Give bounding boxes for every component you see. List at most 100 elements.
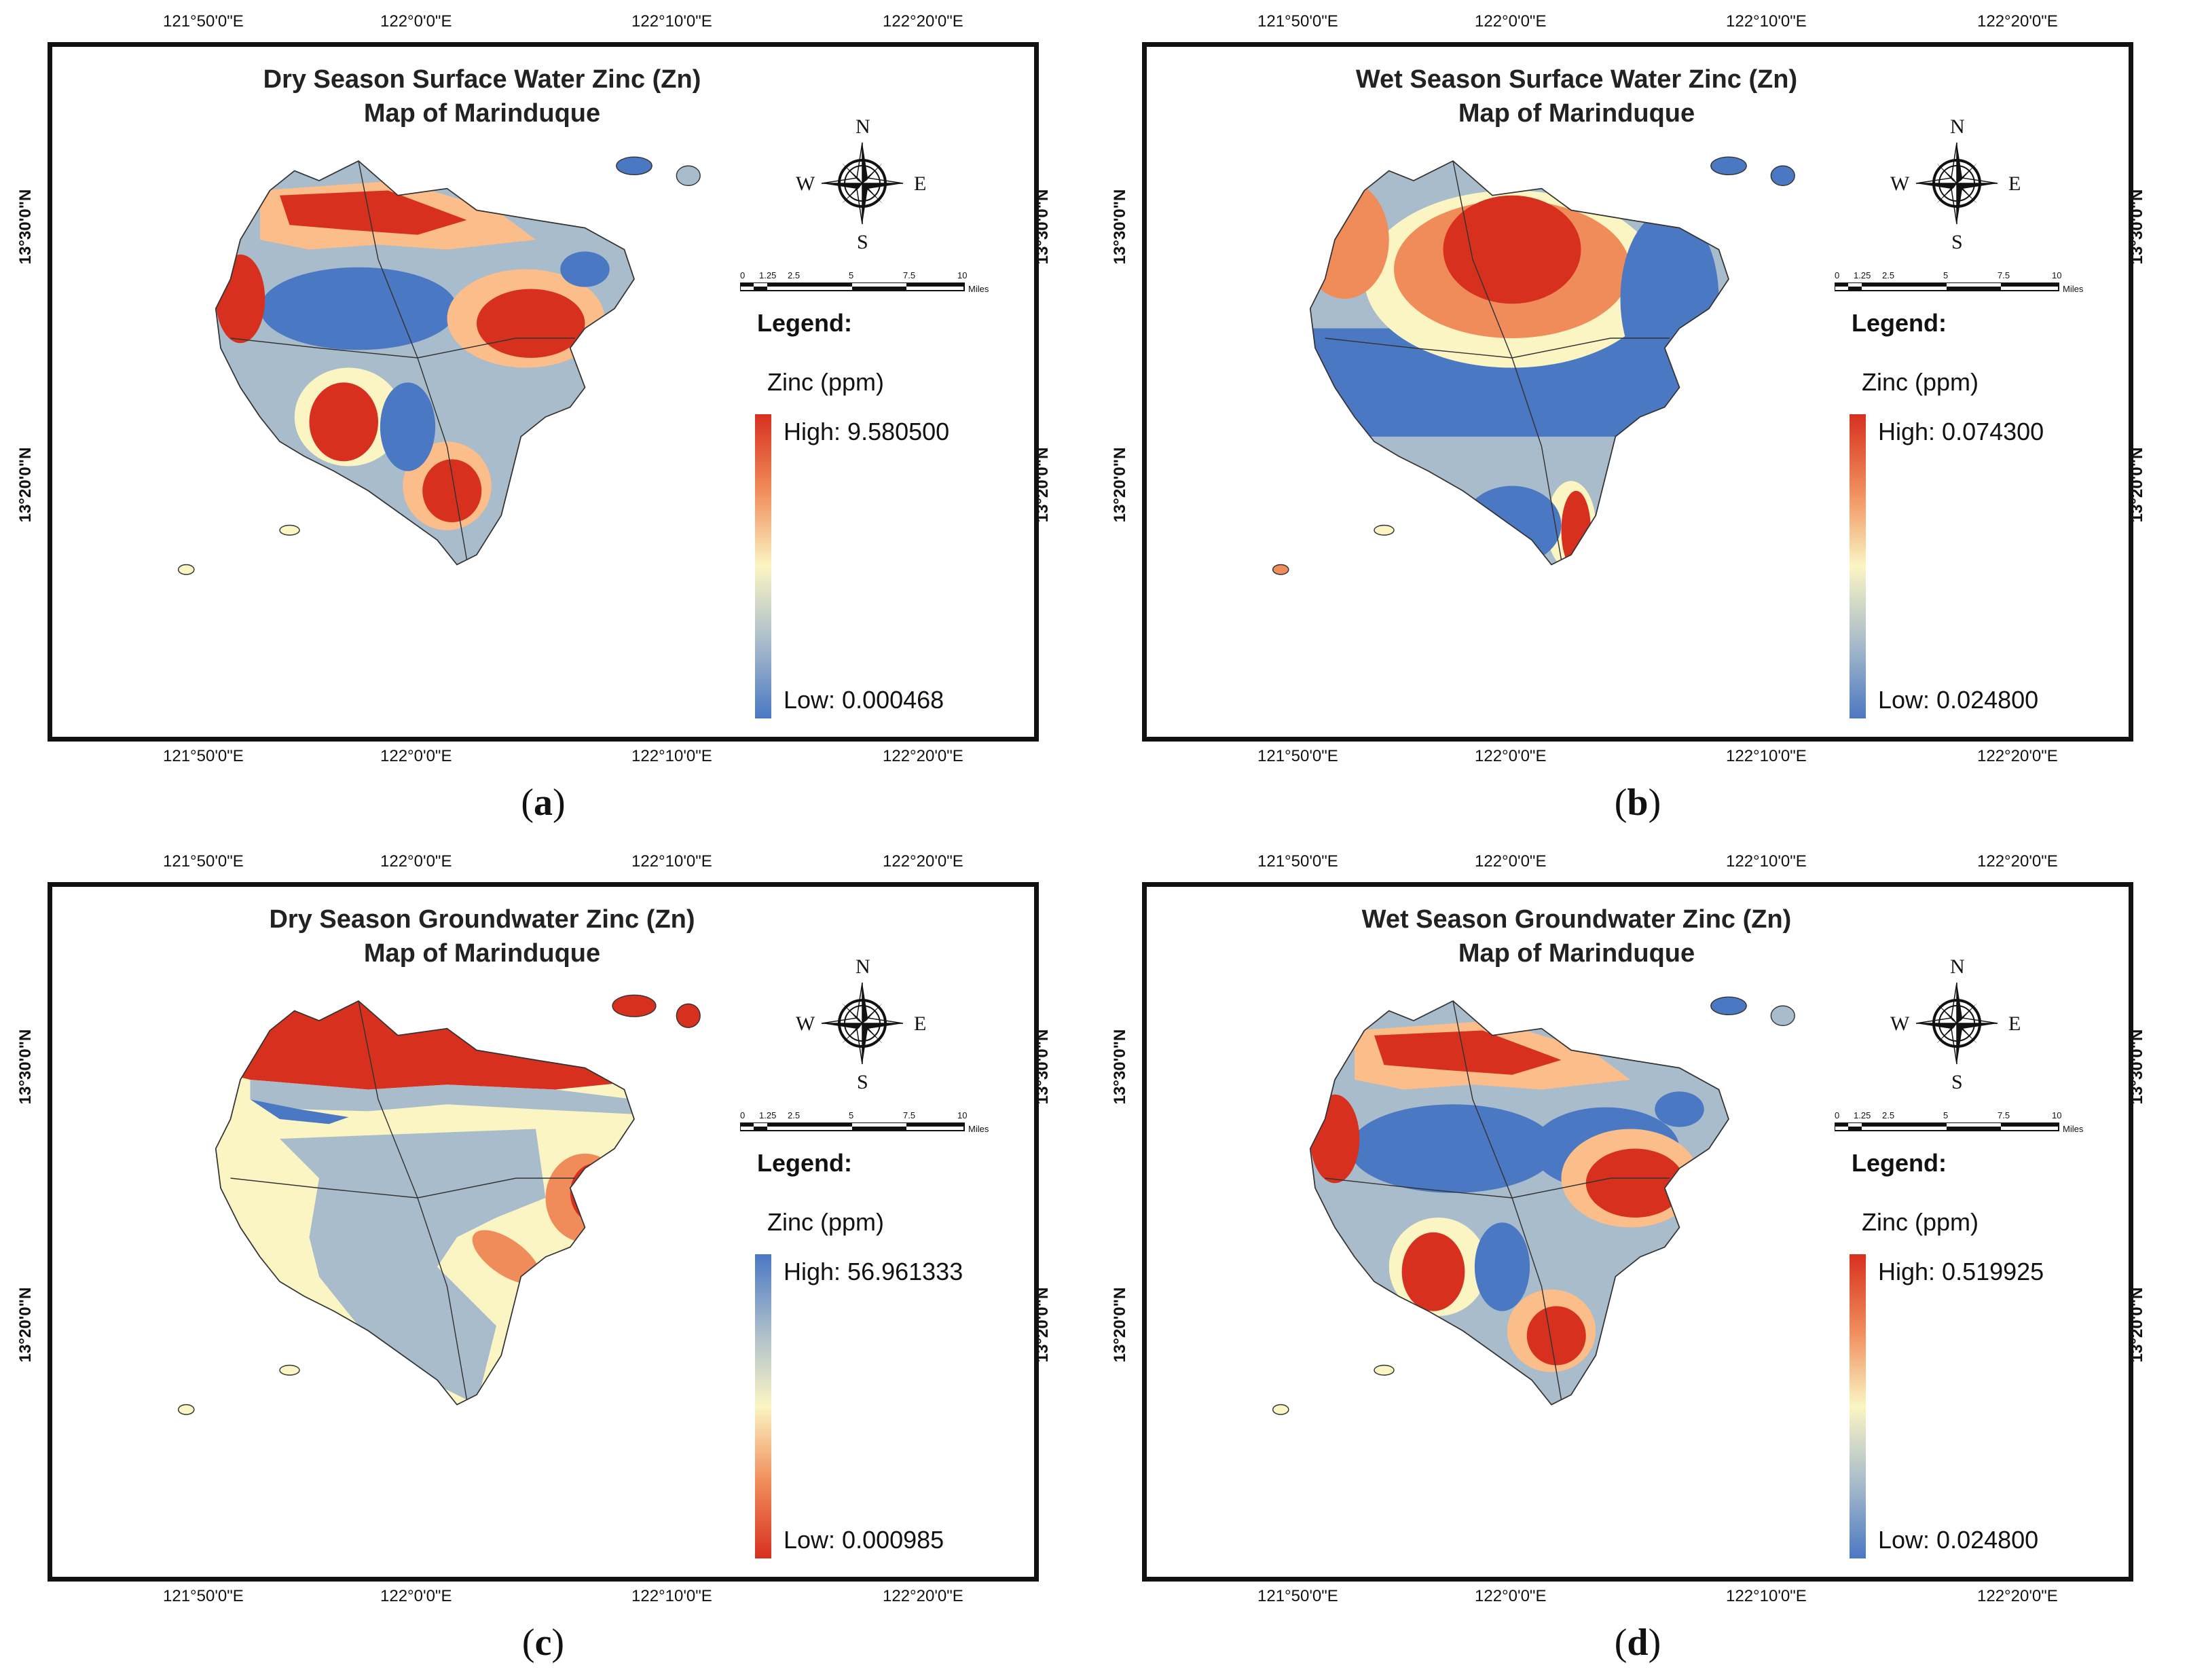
scale-bar: 0 1.25 2.5 5 7.5 10 Miles [1835,270,2083,297]
scale-tick-5: 10 [957,1110,968,1120]
compass-rose-icon [820,981,904,1065]
north-arrow: N S E W [1890,955,2021,1093]
panel-caption: (d) [1614,1622,1661,1664]
north-arrow: N S E W [1890,115,2021,253]
map-canvas [1272,996,1795,1415]
panel-d: 121°50'0"E 122°0'0"E 122°10'0"E 122°20'0… [1094,840,2189,1680]
bottom-tick-3: 122°10'0"E [1726,1587,1807,1605]
map-title: Dry Season Surface Water Zinc (Zn) Map o… [204,62,760,130]
legend-heading: Legend: [1852,1149,1947,1177]
compass-n: N [856,955,870,978]
north-arrow: N S E W [796,955,926,1093]
compass-s: S [857,1071,868,1093]
map-title-line2: Map of Marinduque [363,99,601,128]
color-ramp [755,1254,771,1558]
scale-tick-0: 0 [1835,1110,1840,1120]
legend-heading: Legend: [757,1149,852,1177]
legend-low-label: Low: 0.024800 [1878,1526,2039,1554]
scale-tick-2: 2.5 [1882,270,1895,280]
map-title-line1: Dry Season Surface Water Zinc (Zn) [263,65,701,94]
legend-high-label: High: 0.074300 [1878,418,2044,445]
legend-low-label: Low: 0.024800 [1878,686,2039,714]
scale-tick-1: 1.25 [1854,270,1871,280]
scale-tick-3: 5 [849,1110,854,1120]
scale-tick-2: 2.5 [1882,1110,1895,1120]
bottom-tick-4: 122°20'0"E [883,747,963,765]
scale-tick-4: 7.5 [1998,270,2010,280]
north-arrow: N S E W [796,115,926,253]
scale-tick-5: 10 [2052,270,2062,280]
map-title-line2: Map of Marinduque [1458,99,1695,128]
scale-tick-3: 5 [1943,1110,1949,1120]
scale-bar: 0 1.25 2.5 5 7.5 10 Miles [740,1110,989,1137]
top-tick-1: 121°50'0"E [1257,12,1338,31]
scale-unit: Miles [968,284,989,294]
legend-low-label: Low: 0.000985 [784,1526,944,1554]
panel-caption-letter: c [534,1622,552,1664]
bottom-tick-3: 122°10'0"E [631,1587,712,1605]
bottom-tick-2: 122°0'0"E [1475,747,1547,765]
zinc-surface [215,161,635,565]
map-canvas [177,156,701,575]
bottom-tick-4: 122°20'0"E [1977,747,2058,765]
panel-caption-letter: a [534,782,553,824]
scale-tick-4: 7.5 [1998,1110,2010,1120]
bottom-tick-1: 121°50'0"E [1257,747,1338,765]
compass-rose-icon [1915,981,1999,1065]
top-tick-1: 121°50'0"E [1257,852,1338,871]
compass-n: N [1950,115,1965,138]
scale-unit: Miles [968,1124,989,1134]
map-title: Wet Season Groundwater Zinc (Zn) Map of … [1298,902,1855,970]
bottom-tick-2: 122°0'0"E [380,747,452,765]
legend-variable: Zinc (ppm) [1862,368,1979,396]
bottom-tick-1: 121°50'0"E [163,747,244,765]
scale-tick-2: 2.5 [788,1110,801,1120]
map-title-line2: Map of Marinduque [1458,939,1695,968]
top-tick-3: 122°10'0"E [1726,12,1807,31]
map-title: Wet Season Surface Water Zinc (Zn) Map o… [1298,62,1855,130]
bottom-tick-4: 122°20'0"E [883,1587,963,1605]
scale-bar: 0 1.25 2.5 5 7.5 10 Miles [1835,1110,2083,1137]
panel-caption: (b) [1614,782,1661,824]
map-title-line1: Dry Season Groundwater Zinc (Zn) [269,905,695,934]
zinc-surface [1310,161,1729,565]
scale-tick-1: 1.25 [759,270,777,280]
top-tick-1: 121°50'0"E [163,12,244,31]
legend-variable: Zinc (ppm) [767,368,885,396]
scale-unit: Miles [2063,284,2084,294]
zinc-surface [215,1001,635,1405]
top-tick-2: 122°0'0"E [1475,852,1547,871]
top-tick-4: 122°20'0"E [883,852,963,871]
scale-tick-0: 0 [1835,270,1840,280]
map-title-line2: Map of Marinduque [363,939,601,968]
color-ramp [755,414,771,718]
bottom-tick-3: 122°10'0"E [1726,747,1807,765]
compass-rose-icon [1915,141,1999,225]
top-tick-3: 122°10'0"E [1726,852,1807,871]
scale-tick-4: 7.5 [903,1110,916,1120]
scale-tick-4: 7.5 [903,270,916,280]
bottom-tick-3: 122°10'0"E [631,747,712,765]
panel-b: 121°50'0"E 122°0'0"E 122°10'0"E 122°20'0… [1094,0,2189,840]
scale-tick-1: 1.25 [1854,1110,1871,1120]
scale-tick-5: 10 [2052,1110,2062,1120]
map-canvas [177,994,701,1415]
scale-tick-0: 0 [740,270,746,280]
color-ramp [1850,1254,1866,1558]
scale-tick-5: 10 [957,270,968,280]
top-tick-3: 122°10'0"E [631,852,712,871]
compass-w: W [796,1012,815,1035]
bottom-tick-1: 121°50'0"E [1257,1587,1338,1605]
legend-high-label: High: 9.580500 [784,418,950,445]
map-title-line1: Wet Season Surface Water Zinc (Zn) [1355,65,1798,94]
scale-tick-3: 5 [849,270,854,280]
bottom-tick-2: 122°0'0"E [1475,1587,1547,1605]
legend-heading: Legend: [757,309,852,337]
compass-n: N [856,115,870,138]
scale-tick-3: 5 [1943,270,1949,280]
compass-e: E [914,172,927,195]
scale-tick-0: 0 [740,1110,746,1120]
top-tick-1: 121°50'0"E [163,852,244,871]
top-tick-2: 122°0'0"E [1475,12,1547,31]
legend-low-label: Low: 0.000468 [784,686,944,714]
